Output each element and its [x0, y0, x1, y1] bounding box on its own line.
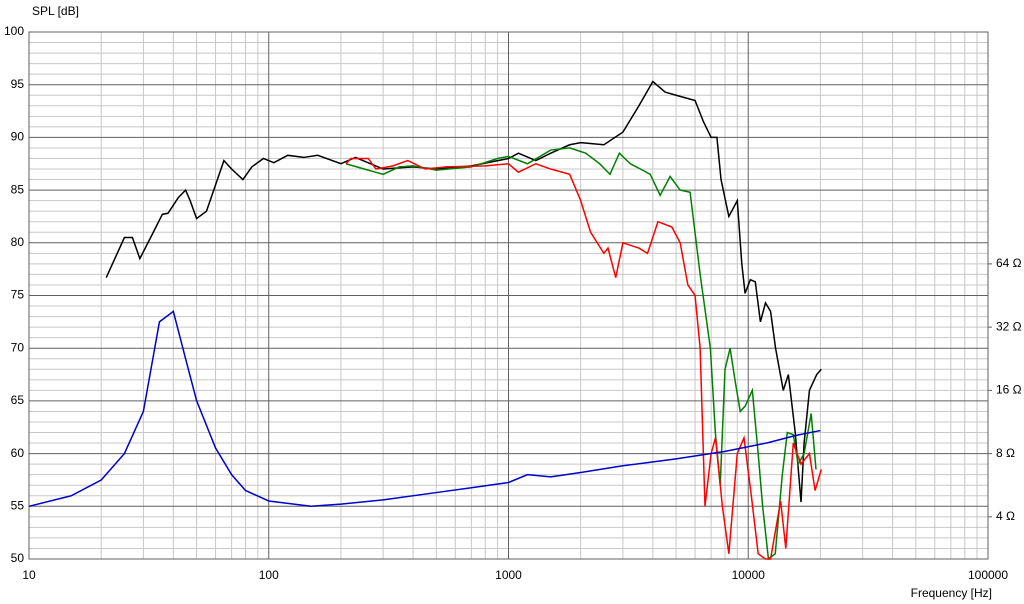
x-tick-label: 1000 — [495, 568, 522, 582]
y2-tick-label: 8 Ω — [996, 446, 1015, 460]
y-tick-label: 50 — [11, 551, 25, 565]
y2-tick-label: 32 Ω — [996, 319, 1022, 333]
y2-tick-label: 64 Ω — [996, 256, 1022, 270]
y2-tick-label: 16 Ω — [996, 383, 1022, 397]
x-tick-label: 100 — [259, 568, 279, 582]
series-line — [105, 80, 822, 503]
y-tick-label: 60 — [11, 446, 25, 460]
series-line — [345, 157, 823, 560]
y-tick-label: 75 — [11, 288, 25, 302]
y-tick-label: 80 — [11, 235, 25, 249]
y-tick-label: 85 — [11, 182, 25, 196]
plot-frame — [28, 31, 989, 560]
y-tick-label: 70 — [11, 340, 25, 354]
x-tick-label: 100000 — [968, 568, 1008, 582]
y-tick-label: 90 — [11, 130, 25, 144]
y-tick-label: 95 — [11, 77, 25, 91]
y2-tick-label: 4 Ω — [996, 509, 1015, 523]
x-tick-label: 10 — [22, 568, 36, 582]
x-axis-label: Frequency [Hz] — [911, 586, 992, 600]
x-tick-label: 10000 — [732, 568, 766, 582]
y-axis-label: SPL [dB] — [32, 4, 79, 18]
y-tick-label: 55 — [11, 498, 25, 512]
series-line — [28, 310, 821, 508]
series-line — [345, 147, 817, 561]
y-tick-label: 100 — [4, 24, 24, 38]
y-tick-label: 65 — [11, 393, 25, 407]
